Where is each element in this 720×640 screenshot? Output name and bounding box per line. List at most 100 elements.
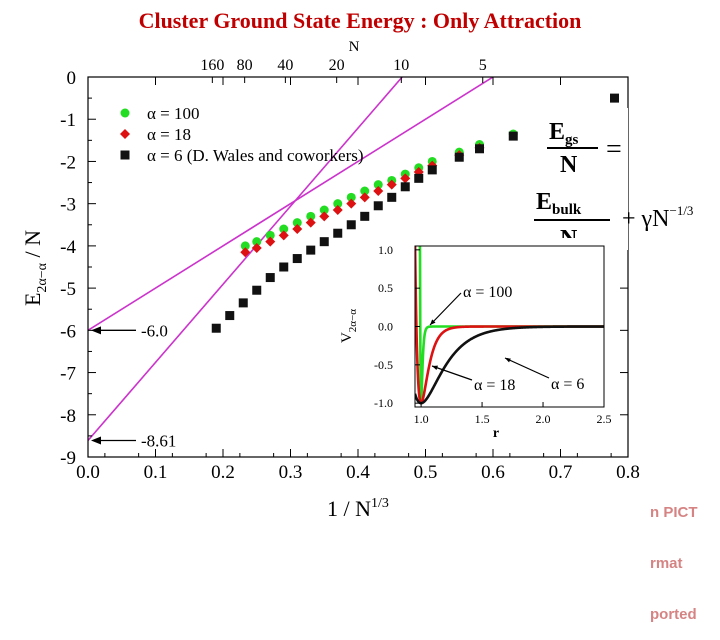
formula-gamma-term: + γN−1/3 [622, 203, 693, 232]
main-chart: 0.0 0.1 0.2 0.3 0.4 0.5 0.6 0.7 0.8 0 -1 -2 -3 -4 -5 -6… [20, 39, 693, 521]
point-alpha-18 [251, 243, 262, 253]
y-tick-label: -4 [60, 237, 76, 258]
formula-ebulk-sub: bulk [552, 202, 582, 218]
inset-label-arrowhead [505, 358, 511, 363]
point-alpha-18 [278, 230, 289, 241]
fit-line [88, 77, 404, 442]
formula-bg [538, 108, 628, 250]
point-alpha-6 [373, 201, 383, 211]
annotation-arrowhead [91, 436, 101, 445]
inset-curve [415, 325, 604, 405]
point-alpha-100 [333, 199, 343, 209]
formula-egs-base: E [549, 119, 565, 145]
inset-x-axis-label: r [493, 426, 499, 441]
point-alpha-100 [306, 211, 316, 221]
point-alpha-6 [427, 165, 437, 175]
inset-label-arrow [504, 357, 550, 379]
y-tick-label: -3 [60, 195, 76, 216]
point-alpha-6 [414, 173, 424, 183]
inset-curve-label: α = 100 [463, 284, 512, 301]
formula-gamma-base: + γN [622, 206, 669, 232]
x-tick-label: 0.3 [279, 462, 303, 483]
inset-y-tick-label: -0.5 [374, 358, 393, 372]
point-alpha-6 [279, 262, 289, 272]
watermark-line: rmat [650, 555, 683, 572]
point-alpha-6 [610, 93, 619, 103]
point-alpha-6 [238, 298, 248, 308]
top-n-tick-label: 5 [479, 57, 487, 74]
point-alpha-18 [373, 186, 384, 196]
point-alpha-18 [346, 198, 357, 209]
y-tick-label: -9 [60, 448, 76, 469]
point-alpha-18 [265, 236, 276, 247]
legend-marker [120, 150, 130, 160]
inset-y-label-subscript: 2α−α [347, 309, 359, 332]
point-alpha-6 [400, 182, 410, 192]
inset-y-tick-label: -1.0 [374, 396, 393, 410]
point-alpha-6 [475, 144, 484, 154]
inset-label-arrowhead [432, 365, 438, 371]
point-alpha-100 [360, 186, 370, 196]
point-alpha-6 [265, 273, 275, 283]
top-n-tick-label: 10 [393, 57, 409, 74]
y-axis-label-base: E [20, 293, 45, 306]
inset-curve-label: α = 18 [474, 377, 515, 394]
y-axis-label-subscript: 2α−α [35, 262, 50, 292]
formula-egs: Egs [549, 119, 579, 148]
point-alpha-100 [346, 192, 356, 202]
inset-y-axis-label: V2α−α [339, 309, 359, 343]
fit-lines [88, 77, 495, 442]
x-tick-label: 0.0 [76, 462, 100, 483]
data-points [211, 93, 619, 333]
y-tick-label: -7 [60, 364, 76, 385]
point-alpha-18 [240, 247, 251, 258]
formula-n: N [560, 152, 578, 178]
point-alpha-6 [360, 211, 370, 221]
top-axis-label: N [349, 39, 360, 55]
fit-line [88, 77, 495, 332]
legend-marker [120, 129, 130, 139]
unsupported-format-watermark: n PICT rmat ported [650, 470, 698, 640]
point-alpha-100 [279, 224, 289, 234]
point-alpha-100 [373, 180, 383, 190]
inset-background [356, 238, 620, 448]
y-tick-label: -2 [60, 152, 76, 173]
point-alpha-100 [252, 237, 262, 247]
point-alpha-6 [211, 323, 221, 333]
top-n-tick-label: 20 [329, 57, 345, 74]
y-tick-label: -8 [60, 406, 76, 427]
watermark-line: n PICT [650, 504, 698, 521]
legend-entry: α = 18 [147, 125, 191, 144]
point-alpha-6 [292, 254, 302, 264]
point-alpha-6 [333, 228, 343, 238]
inset-x-tick-label: 1.5 [475, 412, 490, 426]
inset-label-arrowhead [430, 319, 436, 325]
x-tick-label: 0.7 [549, 462, 573, 483]
top-n-tick-label: 40 [277, 57, 293, 74]
y-axis-label-rest: / N [20, 230, 45, 263]
formula-ebulk-base: E [536, 189, 552, 215]
point-alpha-18 [305, 217, 316, 228]
point-alpha-6 [454, 152, 464, 162]
point-alpha-100 [240, 241, 250, 251]
top-n-tick-label: 160 [200, 57, 224, 74]
inset-x-tick-label: 2.5 [597, 412, 612, 426]
point-alpha-18 [359, 192, 370, 203]
point-alpha-6 [306, 245, 316, 255]
formula-exponent: −1/3 [669, 203, 693, 218]
point-alpha-6 [319, 237, 329, 247]
annotation-arrowhead [91, 326, 101, 335]
point-alpha-6 [225, 311, 235, 321]
legend-entry: α = 100 [147, 104, 200, 123]
page-title: Cluster Ground State Energy : Only Attra… [138, 8, 582, 33]
point-alpha-6 [508, 131, 518, 141]
intercept-annotation: -8.61 [141, 432, 176, 451]
y-tick-label: -1 [60, 110, 76, 131]
inset-y-tick-label: 1.0 [378, 243, 393, 257]
x-tick-label: 0.6 [481, 462, 505, 483]
point-alpha-100 [292, 218, 302, 228]
point-alpha-18 [292, 224, 303, 234]
inset-x-tick-label: 1.0 [414, 412, 429, 426]
x-axis-label-base: 1 / N [327, 496, 371, 521]
